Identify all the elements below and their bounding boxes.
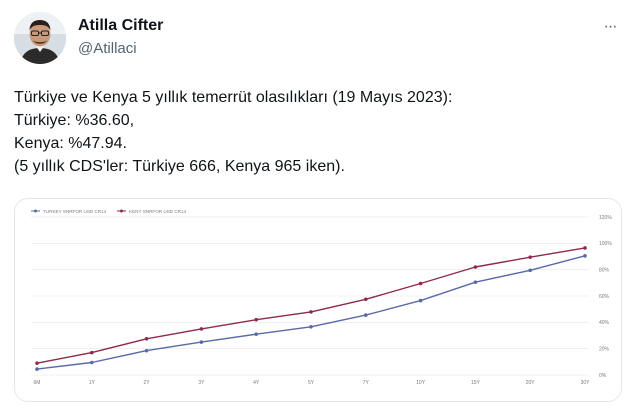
data-point [90,360,94,365]
tweet-text: Türkiye ve Kenya 5 yıllık temerrüt olası… [14,86,614,178]
legend-marker [120,209,123,213]
data-point [254,332,258,336]
x-tick-label: 1Y [89,380,96,386]
data-point [144,336,149,341]
x-tick-label: 15Y [471,380,481,386]
tweet-line: Türkiye ve Kenya 5 yıllık temerrüt olası… [14,89,453,106]
data-point [90,350,94,355]
y-tick-label: 60% [599,294,610,300]
data-point [199,327,204,331]
avatar[interactable] [14,12,66,64]
more-horizontal-icon[interactable]: ··· [603,18,618,35]
data-point [309,310,313,314]
legend-marker [34,209,37,213]
y-tick-label: 0% [599,373,607,379]
legend-entry: TURKEY SNRFOR USD CR14 [43,209,107,214]
legend-entry: KENY SNRFOR USD CR14 [129,209,187,214]
data-point [254,317,258,322]
x-tick-label: 6M [34,380,41,386]
tweet-line: Kenya: %47.94. [14,135,127,152]
y-tick-label: 100% [599,241,612,247]
data-point [528,268,532,273]
data-point [473,280,478,284]
y-tick-label: 80% [599,267,610,273]
data-point [473,265,478,269]
data-point [418,298,423,303]
tweet-media-chart[interactable]: 0% 20% 40% 60% 80% 100% 120% 6M 1Y 2Y 3Y 4Y 5Y 7Y 10Y 1… [14,198,622,402]
data-point [583,246,587,250]
data-point [35,367,39,371]
user-avatar-icon [14,12,66,64]
data-point [364,297,368,302]
x-tick-label: 10Y [416,380,426,386]
series-line [36,247,586,364]
data-point [199,340,204,344]
x-tick-label: 4Y [253,380,260,386]
data-point [35,361,39,365]
x-tick-label: 5Y [308,380,315,386]
tweet-header: Atilla Cifter @Atillaci ··· [14,12,621,68]
y-tick-label: 120% [599,215,612,221]
x-tick-label: 3Y [198,380,205,386]
line-chart: 0% 20% 40% 60% 80% 100% 120% 6M 1Y 2Y 3Y 4Y 5Y 7Y 10Y 1… [31,209,612,386]
tweet-line: Türkiye: %36.60, [14,112,135,129]
x-tick-label: 30Y [581,380,591,386]
data-point [583,254,587,258]
data-point [364,313,368,317]
y-tick-label: 40% [599,320,610,326]
data-point [528,255,532,259]
x-tick-label: 20Y [526,380,536,386]
data-point [418,281,423,286]
author-name[interactable]: Atilla Cifter [78,17,164,34]
data-point [309,325,313,329]
x-tick-label: 2Y [144,380,151,386]
y-tick-label: 20% [599,346,610,352]
author-handle[interactable]: @Atillaci [78,40,137,57]
x-tick-label: 7Y [363,380,370,386]
tweet-line: (5 yıllık CDS'ler: Türkiye 666, Kenya 96… [14,158,345,175]
data-point [144,348,149,353]
